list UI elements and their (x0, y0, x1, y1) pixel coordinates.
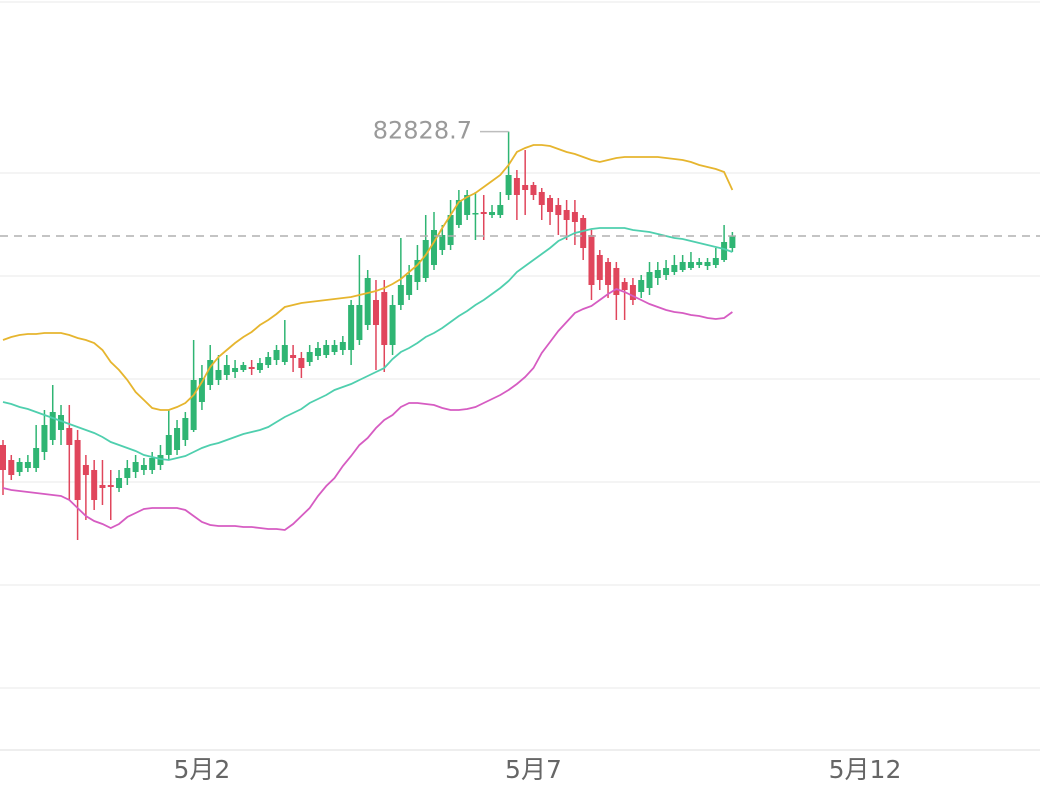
band-line (2, 227, 733, 461)
candle-body (207, 360, 214, 385)
candle-body (621, 282, 628, 290)
candle-body (240, 365, 247, 370)
candle-body (16, 462, 23, 472)
candle-body (356, 305, 363, 340)
candle-body (663, 268, 670, 275)
candle-body (290, 355, 297, 358)
candle-body (149, 458, 156, 470)
candle-body (265, 357, 272, 365)
candle-body (389, 305, 396, 345)
candle-body (464, 195, 471, 215)
candle-body (99, 485, 106, 488)
candle-body (157, 455, 164, 465)
candle-body (480, 212, 487, 214)
candle-body (281, 345, 288, 362)
candle-body (505, 175, 512, 195)
candle-body (174, 428, 181, 450)
candle-body (538, 192, 545, 205)
candle-body (8, 460, 15, 475)
candle-body (331, 345, 338, 352)
candle-body (140, 465, 147, 470)
candle-body (256, 363, 263, 370)
candle-body (696, 262, 703, 265)
candle-body (729, 236, 736, 248)
candle-body (489, 212, 496, 215)
candle-body (348, 305, 355, 350)
candle-body (613, 268, 620, 295)
band-line (2, 288, 733, 531)
candle-body (0, 445, 6, 470)
candle-body (687, 262, 694, 268)
candle-body (638, 280, 645, 292)
candle-body (605, 262, 612, 285)
candle-body (712, 258, 719, 265)
candle-body (513, 178, 520, 195)
candle-body (555, 205, 562, 215)
candle-body (372, 300, 379, 325)
candle-body (721, 242, 728, 260)
candle-body (455, 200, 462, 225)
candle-body (588, 235, 595, 285)
candle-body (530, 185, 537, 195)
candle-body (58, 415, 65, 430)
candle-body (571, 212, 578, 222)
candle-body (132, 462, 139, 472)
candle-body (629, 285, 636, 300)
x-tick-label: 5月12 (829, 755, 902, 784)
candle-body (49, 412, 56, 440)
candle-body (33, 448, 40, 468)
candle-body (654, 270, 661, 278)
candle-body (198, 378, 205, 402)
candle-body (107, 485, 114, 487)
candle-body (646, 272, 653, 288)
candle-body (522, 185, 529, 190)
candle-body (547, 198, 554, 212)
candle-body (596, 255, 603, 280)
candle-body (91, 470, 98, 500)
candle-body (671, 265, 678, 272)
candle-body (215, 370, 222, 380)
candle-body (704, 262, 711, 266)
candle-body (182, 418, 189, 440)
candle-body (431, 230, 437, 265)
candle-body (24, 462, 31, 468)
candle-body (580, 218, 587, 248)
candle-body (472, 213, 479, 215)
candle-body (563, 210, 570, 220)
candle-body (124, 468, 131, 478)
candle-body (41, 425, 48, 452)
candle-body (397, 285, 404, 305)
candle-body (74, 440, 81, 500)
candle-body (298, 358, 305, 368)
candle-body (314, 348, 321, 356)
candle-body (414, 260, 421, 282)
candle-body (439, 235, 446, 250)
high-annotation: 82828.7 (373, 117, 472, 145)
candle-body (679, 262, 686, 270)
candle-body (497, 205, 504, 215)
candle-body (406, 275, 413, 295)
candle-body (364, 278, 371, 325)
candle-body (223, 365, 230, 375)
band-line (2, 144, 734, 411)
candle-body (165, 435, 172, 455)
candle-body (232, 368, 239, 372)
candle-body (116, 478, 123, 488)
candle-body (323, 345, 330, 355)
x-tick-label: 5月7 (505, 755, 562, 784)
candle-body (422, 240, 429, 278)
x-tick-label: 5月2 (174, 755, 231, 784)
candle-body (273, 350, 280, 360)
candle-body (66, 428, 73, 445)
candle-body (381, 292, 388, 345)
candle-body (82, 465, 89, 475)
candle-body (339, 342, 346, 350)
candle-body (447, 215, 454, 245)
candle-body (190, 380, 197, 430)
candle-body (248, 367, 255, 369)
candle-body (306, 352, 313, 362)
